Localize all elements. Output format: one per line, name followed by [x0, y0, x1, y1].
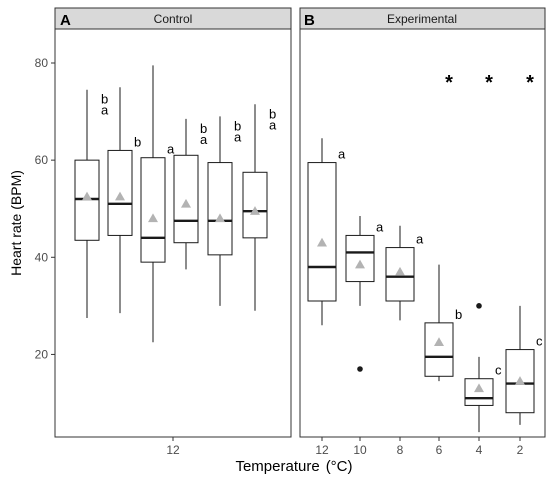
box-iqr: [345, 234, 375, 283]
significance-letter: b: [234, 118, 241, 133]
mean-marker: [515, 376, 525, 385]
mean-marker: [355, 259, 365, 269]
y-axis-title: Heart rate (BPM): [8, 170, 24, 276]
significance-letter: c: [495, 363, 502, 378]
outlier-point: [476, 303, 482, 309]
box-iqr: [207, 162, 233, 256]
box-experimental-12: a: [307, 138, 346, 326]
mean-marker: [395, 266, 405, 276]
significance-letter: a: [376, 219, 384, 234]
x-tick-label: 2: [517, 443, 524, 457]
significance-letter: a: [269, 117, 277, 132]
box-iqr: [242, 171, 268, 239]
box-control-3: a: [140, 65, 175, 343]
box-experimental-6: b: [424, 264, 462, 382]
panel-experimental: B Experimental a 12 a 10 a 8 b * 6 c * 4 c * 2: [299, 7, 546, 457]
plot-area-experimental: [299, 28, 546, 438]
significance-letter: b: [101, 92, 108, 107]
mean-marker: [82, 191, 92, 201]
x-axis-title-unit: (°C): [326, 458, 353, 475]
y-axis: 20 40 60 80: [35, 56, 55, 361]
outlier-point: [357, 366, 363, 372]
significance-letter: b: [455, 307, 462, 322]
x-tick-label: 10: [353, 443, 367, 457]
mean-marker: [474, 383, 484, 393]
mean-marker: [115, 191, 125, 201]
x-tick-label-control: 12: [166, 443, 180, 457]
x-tick-label: 4: [476, 443, 483, 457]
significance-letter: a: [101, 103, 109, 118]
box-control-1: ba: [74, 89, 109, 318]
mean-marker: [250, 206, 260, 215]
panel-letter-a: A: [60, 12, 71, 29]
box-experimental-4: c: [464, 303, 502, 433]
y-tick-label: 60: [35, 153, 49, 167]
x-tick-label: 8: [397, 443, 404, 457]
box-experimental-8: a: [385, 225, 424, 321]
mean-marker: [215, 213, 225, 223]
y-tick-label: 20: [35, 347, 49, 361]
x-axis-title-main: Temperature: [235, 458, 319, 475]
box-experimental-10: a: [345, 216, 384, 372]
significance-letter: c: [536, 334, 543, 349]
box-iqr: [307, 162, 337, 302]
box-iqr: [140, 157, 166, 263]
y-tick-label: 80: [35, 56, 49, 70]
panel-title-experimental: Experimental: [387, 12, 457, 26]
x-axis-title: Temperature (°C): [235, 458, 352, 475]
box-control-4: ba: [173, 118, 208, 270]
y-tick-label: 40: [35, 250, 49, 264]
significance-letter: a: [167, 142, 175, 157]
mean-marker: [317, 237, 327, 247]
significance-star: *: [485, 72, 493, 94]
significance-star: *: [445, 72, 453, 94]
box-experimental-2: c: [505, 305, 543, 425]
box-iqr: [464, 378, 494, 406]
significance-letter: a: [338, 147, 346, 162]
box-iqr: [424, 322, 454, 377]
box-control-6: ba: [242, 104, 277, 311]
significance-letter: b: [134, 134, 141, 149]
mean-marker: [434, 337, 444, 347]
significance-letter: b: [200, 121, 207, 136]
significance-letter: b: [269, 106, 276, 121]
mean-marker: [148, 213, 158, 223]
significance-letter: a: [200, 132, 208, 147]
panel-title-control: Control: [154, 12, 193, 26]
significance-star: *: [526, 72, 534, 94]
box-control-5: ba: [207, 116, 242, 306]
significance-letter: a: [416, 232, 424, 247]
mean-marker: [181, 198, 191, 208]
x-tick-label: 12: [315, 443, 329, 457]
panel-letter-b: B: [304, 12, 315, 29]
box-control-2: b: [107, 87, 141, 314]
significance-letter: a: [234, 129, 242, 144]
x-tick-label: 6: [436, 443, 443, 457]
